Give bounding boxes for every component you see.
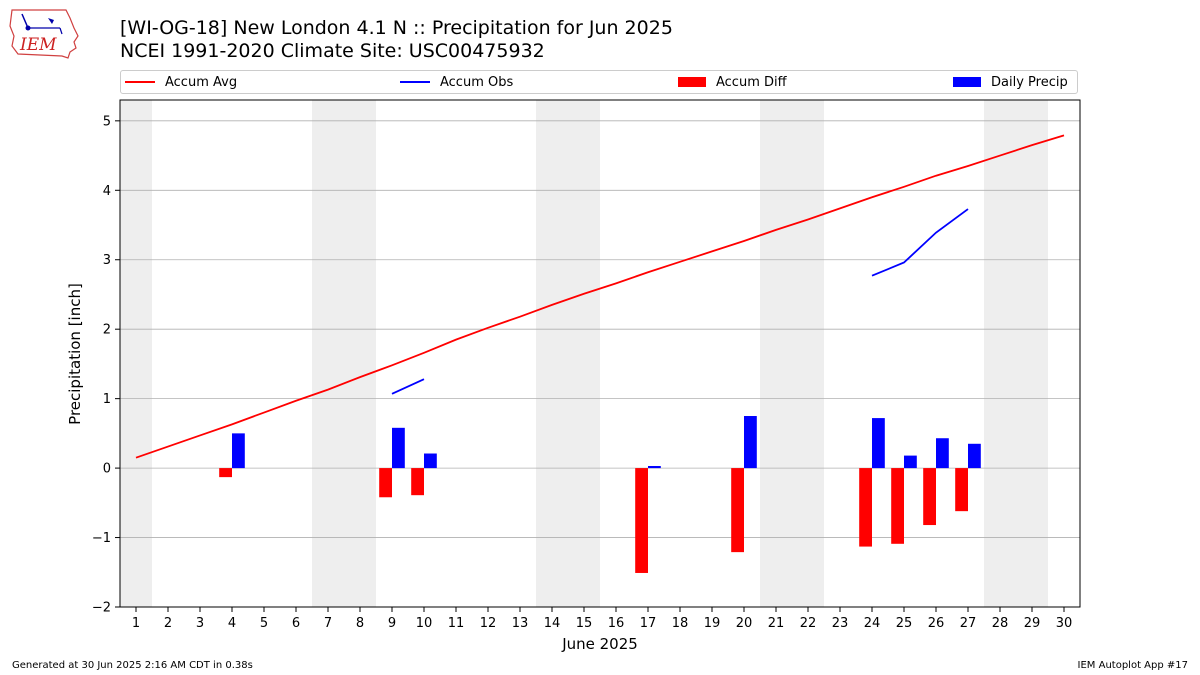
x-tick-label: 9 — [388, 616, 396, 631]
y-axis-label: Precipitation [inch] — [66, 283, 84, 425]
daily-precip-bar-day-9 — [392, 427, 405, 469]
accum-diff-bar-day-27 — [955, 468, 968, 512]
footer-app-text: IEM Autoplot App #17 — [1077, 660, 1188, 671]
x-axis-label: June 2025 — [561, 635, 638, 653]
footer-generated-text: Generated at 30 Jun 2025 2:16 AM CDT in … — [12, 660, 253, 671]
x-tick-label: 24 — [864, 616, 881, 631]
chart-title: [WI-OG-18] New London 4.1 N :: Precipita… — [120, 17, 673, 39]
x-tick-label: 26 — [928, 616, 945, 631]
y-tick-label: 4 — [103, 184, 111, 199]
accum-diff-bar-day-25 — [891, 468, 904, 544]
x-tick-label: 10 — [416, 616, 433, 631]
x-tick-label: 25 — [896, 616, 913, 631]
x-tick-label: 3 — [196, 616, 204, 631]
weekend-shade-3 — [760, 100, 824, 607]
x-tick-label: 7 — [324, 616, 332, 631]
x-tick-label: 4 — [228, 616, 236, 631]
legend-label-accum-diff: Accum Diff — [716, 74, 787, 90]
x-tick-label: 27 — [960, 616, 977, 631]
x-tick-label: 22 — [800, 616, 817, 631]
legend-item-accum-avg: Accum Avg — [125, 71, 237, 93]
x-tick-label: 5 — [260, 616, 268, 631]
legend-label-accum-obs: Accum Obs — [440, 74, 514, 90]
x-tick-label: 21 — [768, 616, 785, 631]
legend-label-daily-precip: Daily Precip — [991, 74, 1068, 90]
x-tick-label: 18 — [672, 616, 689, 631]
chart-legend: Accum Avg Accum Obs Accum Diff Daily Pre… — [120, 70, 1078, 94]
y-tick-label: 2 — [103, 323, 111, 338]
accum-diff-bar-day-17 — [635, 468, 648, 573]
legend-swatch-accum-obs — [400, 81, 430, 83]
daily-precip-bar-day-27 — [968, 443, 981, 469]
accum-obs-line-segment-1 — [871, 208, 969, 277]
x-tick-label: 8 — [356, 616, 364, 631]
x-tick-label: 30 — [1056, 616, 1073, 631]
accum-diff-bar-day-9 — [379, 468, 392, 498]
y-tick-label: 1 — [103, 392, 111, 407]
x-tick-label: 6 — [292, 616, 300, 631]
legend-swatch-accum-diff — [678, 77, 706, 87]
x-tick-label: 2 — [164, 616, 172, 631]
x-tick-label: 19 — [704, 616, 721, 631]
legend-swatch-accum-avg — [125, 81, 155, 83]
x-tick-label: 13 — [512, 616, 529, 631]
daily-precip-bar-day-17 — [648, 466, 661, 469]
logo-text: IEM — [19, 35, 57, 55]
accum-diff-bar-day-4 — [219, 468, 232, 478]
legend-swatch-daily-precip — [953, 77, 981, 87]
y-tick-label: 5 — [103, 114, 111, 129]
accum-obs-line-segment-0 — [391, 378, 425, 395]
daily-precip-bar-day-20 — [744, 416, 757, 469]
x-tick-label: 20 — [736, 616, 753, 631]
iem-logo: IEM — [9, 9, 79, 59]
weekend-shade-2 — [536, 100, 600, 607]
y-tick-label: −2 — [92, 601, 111, 616]
weekend-shade-4 — [984, 100, 1048, 607]
x-tick-label: 17 — [640, 616, 657, 631]
legend-item-daily-precip: Daily Precip — [953, 71, 1068, 93]
accum-avg-line — [135, 134, 1065, 459]
legend-item-accum-diff: Accum Diff — [678, 71, 787, 93]
x-tick-label: 12 — [480, 616, 497, 631]
x-tick-label: 11 — [448, 616, 465, 631]
plot-frame — [119, 99, 1081, 608]
weekend-shade-1 — [312, 100, 376, 607]
x-tick-label: 16 — [608, 616, 625, 631]
daily-precip-bar-day-24 — [872, 418, 885, 469]
chart-subtitle: NCEI 1991-2020 Climate Site: USC00475932 — [120, 40, 545, 62]
daily-precip-bar-day-10 — [424, 453, 437, 469]
y-tick-label: −1 — [92, 531, 111, 546]
accum-diff-bar-day-26 — [923, 468, 936, 526]
y-tick-label: 0 — [103, 462, 111, 477]
x-tick-label: 28 — [992, 616, 1009, 631]
x-tick-label: 29 — [1024, 616, 1041, 631]
accum-diff-bar-day-10 — [411, 468, 424, 496]
y-tick-label: 3 — [103, 253, 111, 268]
x-tick-label: 15 — [576, 616, 593, 631]
daily-precip-bar-day-4 — [232, 433, 245, 469]
x-tick-label: 14 — [544, 616, 561, 631]
weekend-shade-0 — [120, 100, 152, 607]
daily-precip-bar-day-25 — [904, 455, 917, 469]
accum-diff-bar-day-24 — [859, 468, 872, 547]
x-tick-label: 23 — [832, 616, 849, 631]
x-tick-label: 1 — [132, 616, 140, 631]
legend-item-accum-obs: Accum Obs — [400, 71, 513, 93]
daily-precip-bar-day-26 — [936, 438, 949, 469]
accum-diff-bar-day-20 — [731, 468, 744, 553]
legend-label-accum-avg: Accum Avg — [165, 74, 238, 90]
